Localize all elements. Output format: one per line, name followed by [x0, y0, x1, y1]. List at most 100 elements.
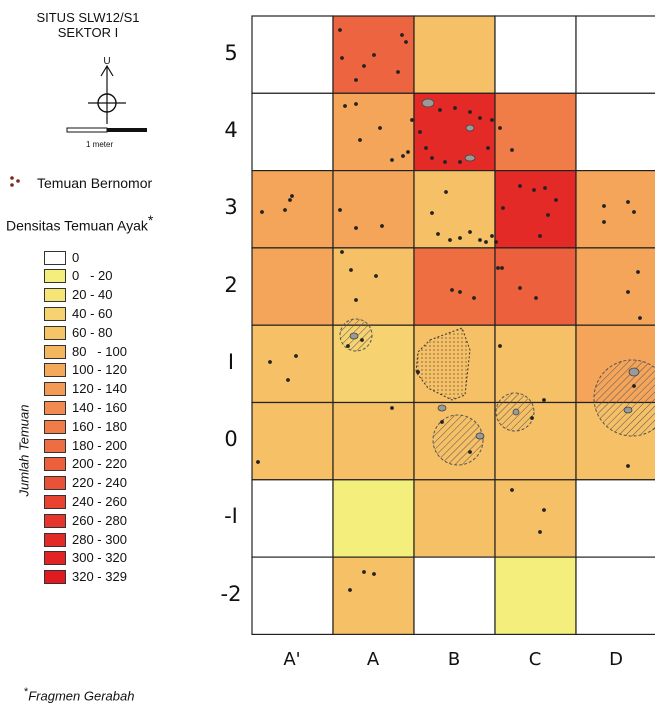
numbered-find-dot	[490, 118, 494, 122]
numbered-find-dot	[498, 126, 502, 130]
legend-swatch	[44, 269, 66, 284]
column-label: A'	[283, 649, 301, 670]
grid-cell-A'--I	[251, 479, 334, 558]
numbered-find-dot	[372, 572, 376, 576]
grid-cell-A--I	[332, 479, 415, 558]
grid-cell-A'-I	[251, 324, 334, 404]
numbered-find-dot	[343, 104, 347, 108]
grid-cell-C--I	[494, 479, 577, 558]
numbered-find-dot	[458, 290, 462, 294]
numbered-find-dot	[472, 296, 476, 300]
grid-cell-A--2	[332, 556, 415, 635]
numbered-find-dot	[542, 508, 546, 512]
legend-swatch	[44, 438, 66, 453]
legend-class-label: 160 - 180	[72, 418, 127, 434]
numbered-find-dot	[290, 194, 294, 198]
hatched-zone	[593, 359, 655, 437]
numbered-find-dot	[268, 360, 272, 364]
numbered-find-dot	[348, 588, 352, 592]
numbered-find-dot	[340, 250, 344, 254]
numbered-find-dot	[478, 116, 482, 120]
legend-class: 280 - 300	[44, 530, 127, 549]
footnote-text: Fragmen Gerabah	[28, 688, 135, 704]
numbered-find-dot	[416, 370, 420, 374]
legend-class: 240 - 260	[44, 492, 127, 511]
excavation-grid	[251, 15, 655, 635]
fragment-mark	[421, 98, 435, 108]
numbered-find-dot	[484, 240, 488, 244]
numbered-find-dot	[532, 188, 536, 192]
grid-cell-A-0	[332, 401, 415, 481]
numbered-find-dot	[468, 450, 472, 454]
legend-class-label: 80 - 100	[72, 343, 127, 359]
north-arrow-icon	[88, 64, 126, 124]
numbered-find-dot	[396, 70, 400, 74]
density-title-text: Densitas Temuan Ayak	[6, 217, 148, 234]
numbered-find-dot	[632, 384, 636, 388]
sector-title: SEKTOR I	[57, 25, 119, 40]
numbered-find-dot	[450, 288, 454, 292]
numbered-find-dot	[538, 234, 542, 238]
legend-class: 260 - 280	[44, 511, 127, 530]
row-label: I	[227, 349, 235, 374]
legend-class: 0	[44, 248, 79, 267]
numbered-find-dot	[500, 266, 504, 270]
legend-class: 160 - 180	[44, 417, 127, 436]
legend-class-label: 100 - 120	[72, 362, 127, 378]
grid-cell-A'-0	[251, 401, 334, 481]
row-label: -2	[220, 581, 242, 606]
legend-swatch	[44, 513, 66, 528]
row-label: 5	[224, 40, 238, 65]
grid-cell-D--I	[575, 479, 655, 558]
grid-cell-A-3	[332, 170, 415, 249]
map-title: SITUS SLW12/S1 SEKTOR I	[28, 10, 148, 40]
numbered-find-dot	[530, 416, 534, 420]
legend-swatch	[44, 476, 66, 491]
grid-cell-B-2	[413, 247, 496, 326]
grid-cell-C-I	[494, 324, 577, 404]
numbered-find-dot	[518, 184, 522, 188]
numbered-find-dot	[486, 146, 490, 150]
numbered-find-dot	[453, 106, 457, 110]
numbered-find-dot	[632, 210, 636, 214]
numbered-find-dot	[436, 232, 440, 236]
numbered-find-dot	[458, 236, 462, 240]
numbered-find-dot	[283, 208, 287, 212]
numbered-find-dot	[534, 296, 538, 300]
stippled-zone	[415, 327, 471, 401]
numbered-find-dot	[510, 488, 514, 492]
finds-legend-label: Temuan Bernomor	[37, 175, 153, 191]
column-label: C	[528, 649, 542, 670]
numbered-find-dot	[360, 338, 364, 342]
legend-swatch	[44, 325, 66, 340]
numbered-find-dot	[626, 200, 630, 204]
north-label: U	[103, 56, 111, 67]
legend-class: 0 - 20	[44, 267, 112, 286]
grid-cell-A'-5	[251, 15, 334, 94]
numbered-find-dot	[602, 220, 606, 224]
numbered-find-dot	[458, 160, 462, 164]
numbered-find-dot	[260, 210, 264, 214]
numbered-find-dot	[443, 160, 447, 164]
legend-class: 20 - 40	[44, 286, 112, 305]
numbered-find-dot	[496, 266, 500, 270]
legend-class: 40 - 60	[44, 304, 112, 323]
numbered-find-dot	[256, 460, 260, 464]
legend-swatch	[44, 570, 66, 585]
numbered-find-dot	[543, 186, 547, 190]
legend-swatch	[44, 288, 66, 303]
grid-cell-D-5	[575, 15, 655, 94]
legend-class-label: 180 - 200	[72, 437, 127, 453]
legend-swatch	[44, 382, 66, 397]
legend-swatch	[44, 494, 66, 509]
numbered-find-dot	[349, 268, 353, 272]
legend-swatch	[44, 400, 66, 415]
fragment-mark	[628, 367, 640, 377]
legend-class-label: 120 - 140	[72, 381, 127, 397]
numbered-find-dot	[346, 344, 350, 348]
legend-class: 320 - 329	[44, 568, 127, 587]
dot-cluster-icon	[10, 176, 20, 187]
numbered-find-dot	[286, 378, 290, 382]
numbered-find-dot	[340, 56, 344, 60]
